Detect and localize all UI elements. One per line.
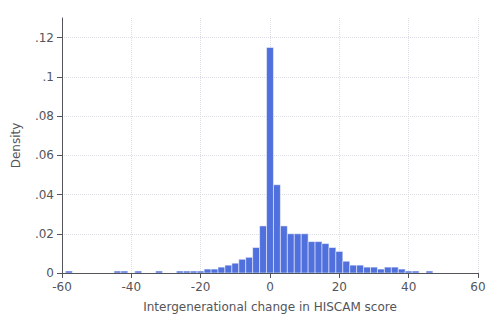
svg-text:.04: .04 (35, 188, 54, 202)
svg-text:.12: .12 (35, 31, 54, 45)
svg-text:Intergenerational change in HI: Intergenerational change in HISCAM score (143, 300, 397, 314)
svg-text:-60: -60 (52, 280, 72, 294)
svg-text:.06: .06 (35, 148, 54, 162)
svg-text:.08: .08 (35, 109, 54, 123)
svg-text:-40: -40 (122, 280, 142, 294)
svg-text:Density: Density (9, 123, 23, 169)
svg-text:.02: .02 (35, 227, 54, 241)
svg-text:60: 60 (470, 280, 485, 294)
svg-text:-20: -20 (191, 280, 211, 294)
svg-text:40: 40 (401, 280, 416, 294)
svg-text:.1: .1 (43, 70, 54, 84)
svg-text:20: 20 (332, 280, 347, 294)
svg-text:0: 0 (46, 266, 54, 280)
svg-text:0: 0 (266, 280, 274, 294)
